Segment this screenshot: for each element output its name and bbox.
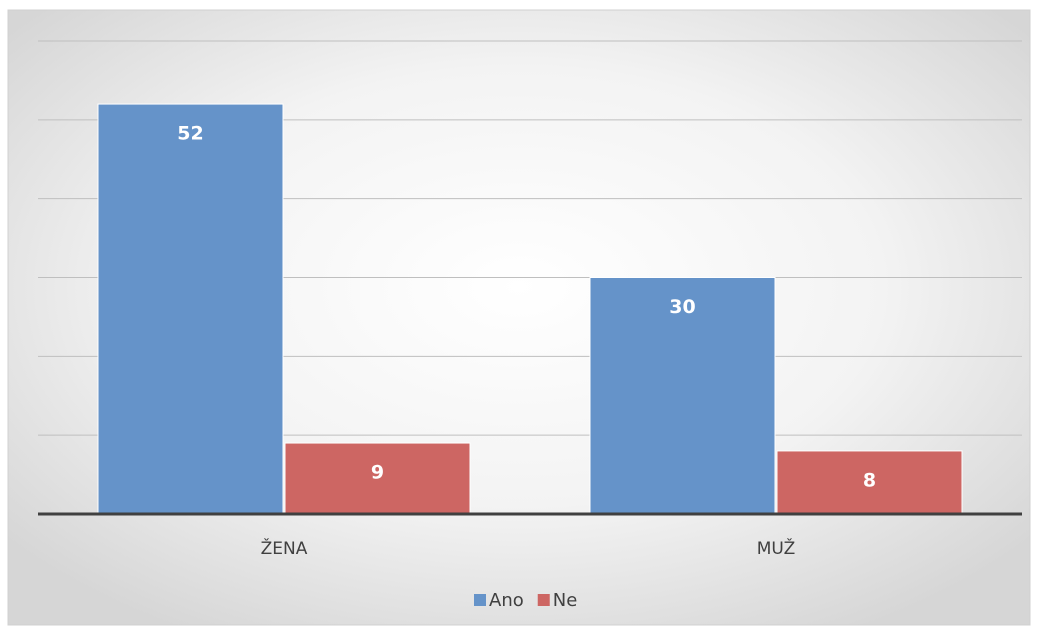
bar (589, 277, 776, 515)
bar (284, 442, 471, 515)
legend-swatch (474, 594, 486, 606)
legend-label: Ano (489, 590, 524, 611)
data-label: 30 (669, 296, 695, 318)
x-tick-label: MUŽ (757, 537, 795, 559)
data-label: 9 (371, 462, 384, 484)
x-tick-label: ŽENA (261, 537, 308, 559)
bar (776, 450, 963, 515)
data-label: 52 (177, 123, 203, 145)
legend-swatch (537, 594, 550, 606)
legend-label: Ne (553, 590, 578, 611)
data-label: 8 (863, 469, 876, 491)
bar (97, 103, 284, 515)
